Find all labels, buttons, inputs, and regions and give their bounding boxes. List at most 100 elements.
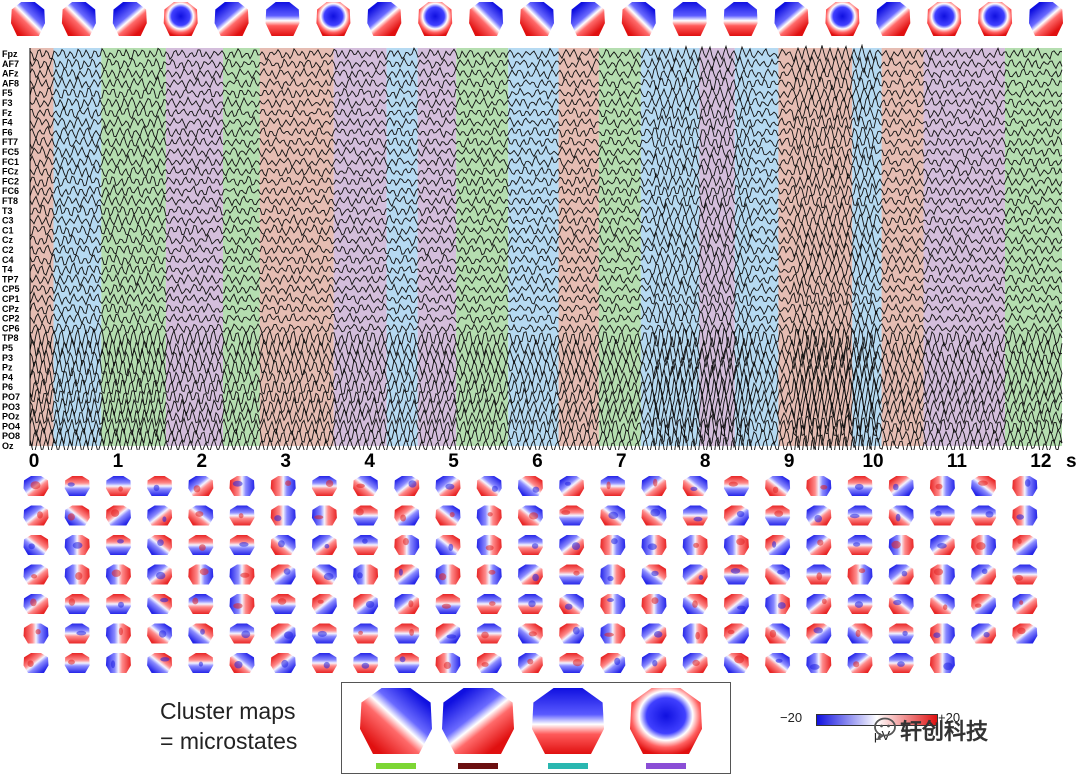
eeg-trace (29, 393, 1063, 421)
map-blob (821, 598, 827, 604)
map-blob (607, 575, 614, 582)
map-blob (693, 516, 703, 522)
momentary-map (353, 535, 379, 555)
momentary-map (971, 594, 997, 614)
momentary-map (105, 623, 131, 644)
momentary-map (971, 476, 997, 496)
map-blob (529, 512, 539, 520)
momentary-map (188, 476, 214, 496)
map-blob (241, 630, 251, 639)
top-map-D (316, 2, 351, 36)
map-blob (485, 545, 494, 551)
channel-label: FT7 (2, 137, 18, 147)
map-blob (606, 481, 611, 490)
map-blob (1017, 538, 1022, 544)
map-blob (608, 511, 619, 519)
eeg-trace (29, 270, 1063, 289)
momentary-map (517, 535, 543, 555)
momentary-map (559, 505, 585, 526)
channel-label: TP7 (2, 274, 19, 284)
map-blob (604, 632, 614, 637)
eeg-trace (29, 353, 1063, 381)
map-blob (361, 662, 370, 669)
momentary-map (64, 594, 90, 614)
top-microstate-maps-row (11, 2, 1063, 36)
map-blob (67, 513, 75, 521)
time-tick: 0 (28, 451, 40, 472)
map-blob (491, 485, 498, 492)
momentary-map (270, 505, 296, 526)
momentary-map (270, 564, 296, 585)
map-blob (572, 626, 580, 635)
momentary-map (23, 505, 49, 526)
map-blob (814, 515, 822, 523)
map-blob (650, 508, 661, 517)
momentary-map (600, 653, 626, 673)
channel-label: AF8 (2, 78, 19, 88)
momentary-map (682, 623, 708, 644)
map-blob (1017, 627, 1026, 635)
time-tick: 5 (448, 451, 459, 472)
momentary-map (765, 623, 791, 644)
channel-label: P5 (2, 343, 13, 353)
momentary-map (311, 564, 337, 585)
map-blob (72, 542, 83, 549)
momentary-map (600, 564, 626, 585)
momentary-map (435, 564, 461, 585)
map-blob (893, 599, 902, 606)
momentary-map (311, 535, 337, 555)
momentary-map (394, 653, 420, 673)
momentary-map (600, 476, 626, 496)
momentary-map (806, 653, 832, 673)
momentary-map (353, 505, 379, 526)
map-blob (285, 480, 292, 486)
channel-label: Fz (2, 108, 12, 118)
momentary-map (517, 476, 543, 496)
eeg-trace (29, 124, 1063, 141)
momentary-map (723, 535, 749, 555)
map-blob (365, 600, 375, 608)
momentary-map (600, 594, 626, 614)
momentary-map (476, 564, 502, 585)
momentary-map (147, 653, 173, 673)
map-blob (564, 603, 573, 610)
eeg-trace (30, 201, 1063, 221)
eeg-trace (29, 249, 1063, 271)
momentary-map (559, 535, 585, 555)
channel-label: C2 (2, 245, 14, 255)
momentary-map (311, 476, 337, 496)
eeg-trace (29, 103, 1063, 123)
time-tick: 11 (946, 451, 967, 472)
map-blob (651, 597, 659, 604)
momentary-map (229, 476, 255, 496)
momentary-map (929, 505, 955, 526)
eeg-traces-panel: FpzAF7AFzAF8F5F3FzF4F6FT7FC5FC1FCzFC2FC6… (2, 44, 1063, 450)
top-map-C (723, 2, 758, 36)
eeg-trace (29, 363, 1063, 392)
map-blob (774, 510, 784, 517)
map-blob (698, 575, 704, 580)
cluster-maps (360, 688, 702, 769)
map-blob (937, 543, 947, 549)
momentary-map (147, 476, 173, 496)
map-blob (572, 659, 583, 667)
top-map-D (978, 2, 1013, 36)
map-blob (448, 543, 454, 551)
momentary-map (188, 564, 214, 585)
momentary-map (147, 594, 173, 614)
top-map-A (11, 2, 45, 36)
map-blob (736, 510, 745, 518)
map-blob (324, 543, 330, 549)
channel-label: CP2 (2, 314, 20, 324)
eeg-trace (29, 64, 1063, 83)
map-blob (238, 513, 244, 519)
channel-label: FC6 (2, 186, 19, 196)
top-map-B (1029, 2, 1063, 36)
channel-label: FT8 (2, 196, 18, 206)
map-blob (935, 483, 943, 490)
map-blob (399, 656, 406, 663)
segment-D (165, 48, 223, 446)
map-blob (564, 481, 571, 486)
channel-label: PO3 (2, 402, 20, 412)
cluster-map-B (442, 688, 514, 754)
